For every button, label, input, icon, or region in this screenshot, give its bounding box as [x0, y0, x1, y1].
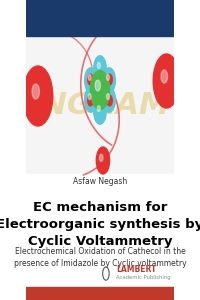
- Circle shape: [153, 54, 180, 108]
- Circle shape: [107, 95, 112, 106]
- Text: Electrochemical Oxidation of Cathecol in the
presence of Imidazole by Cyclic vol: Electrochemical Oxidation of Cathecol in…: [14, 248, 186, 268]
- Circle shape: [90, 70, 110, 110]
- Text: Academic Publishing: Academic Publishing: [116, 275, 171, 280]
- Circle shape: [107, 74, 112, 85]
- Circle shape: [103, 68, 115, 93]
- Text: INGRAM: INGRAM: [30, 91, 170, 119]
- Text: Asfaw Negash: Asfaw Negash: [73, 177, 127, 186]
- Circle shape: [23, 66, 53, 126]
- Text: EC mechanism for
Electroorganic synthesis by
Cyclic Voltammetry: EC mechanism for Electroorganic synthesi…: [0, 201, 200, 248]
- Circle shape: [88, 95, 93, 106]
- Circle shape: [85, 68, 97, 93]
- Bar: [26, 0, 174, 36]
- Circle shape: [94, 99, 106, 124]
- Circle shape: [107, 74, 109, 80]
- Text: LAMBERT: LAMBERT: [116, 266, 157, 274]
- Circle shape: [99, 154, 103, 161]
- Circle shape: [32, 84, 39, 99]
- Bar: [26, 174, 174, 286]
- Circle shape: [88, 94, 91, 100]
- Circle shape: [88, 74, 91, 80]
- Circle shape: [96, 147, 110, 174]
- Circle shape: [95, 80, 100, 91]
- Bar: [26, 36, 174, 174]
- Circle shape: [97, 62, 100, 68]
- Circle shape: [85, 87, 97, 112]
- Circle shape: [94, 56, 106, 81]
- Circle shape: [88, 74, 93, 85]
- Bar: [26, 286, 174, 300]
- Circle shape: [107, 94, 109, 100]
- Circle shape: [103, 87, 115, 112]
- Circle shape: [161, 70, 168, 83]
- Circle shape: [97, 106, 100, 112]
